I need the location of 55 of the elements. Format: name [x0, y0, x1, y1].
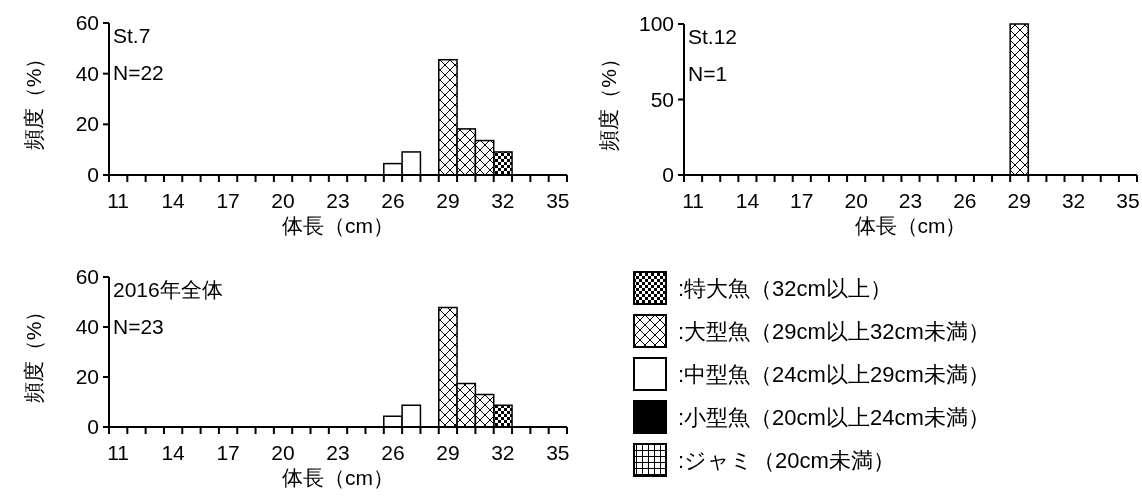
x-tick-label: 26 — [953, 189, 977, 212]
x-tick-label: 26 — [381, 441, 405, 464]
x-tick-label: 11 — [682, 189, 704, 212]
x-tick-label: 29 — [1007, 189, 1031, 212]
x-tick-label: 23 — [898, 189, 923, 212]
y-tick-label: 0 — [87, 415, 99, 438]
y-tick-label: 0 — [662, 163, 674, 186]
x-tick-label: 32 — [491, 189, 515, 212]
y-tick-label: 100 — [638, 12, 674, 35]
y-tick-label: 50 — [650, 87, 674, 111]
y-axis-title: 頻度（%） — [596, 48, 620, 151]
annotation: St.12 — [688, 25, 738, 48]
annotation: N=22 — [113, 61, 164, 84]
legend-label: :中型魚（24cm以上29cm未満） — [678, 362, 990, 387]
legend-label: :小型魚（20cm以上24cm未満） — [678, 405, 990, 430]
x-tick-label: 20 — [844, 189, 868, 212]
legend-label: :ジャミ（20cm未満） — [678, 448, 895, 473]
x-tick-label: 14 — [161, 189, 186, 212]
x-axis-title: 体長（cm） — [854, 214, 967, 237]
y-tick-label: 40 — [75, 315, 99, 338]
y-tick-label: 40 — [75, 61, 99, 85]
x-tick-label: 20 — [271, 441, 295, 464]
x-axis-title: 体長（cm） — [282, 466, 394, 489]
x-tick-label: 11 — [107, 441, 130, 464]
x-tick-label: 35 — [1116, 189, 1140, 212]
legend-label: :大型魚（29cm以上32cm未満） — [678, 319, 990, 344]
x-tick-label: 17 — [790, 189, 814, 212]
x-tick-label: 14 — [161, 441, 186, 464]
x-tick-label: 11 — [107, 189, 130, 212]
y-tick-label: 20 — [75, 112, 99, 136]
x-tick-label: 32 — [491, 441, 515, 464]
legend-label: :特大魚（32cm以上） — [678, 276, 892, 301]
annotation: 2016年全体 — [113, 278, 223, 301]
x-tick-label: 29 — [436, 441, 460, 464]
x-tick-label: 26 — [381, 189, 405, 212]
annotation: St.7 — [113, 24, 151, 47]
x-tick-label: 29 — [436, 189, 460, 212]
x-tick-label: 17 — [216, 441, 240, 464]
x-tick-label: 20 — [271, 189, 295, 212]
y-axis-title: 頻度（%） — [21, 47, 45, 151]
x-tick-label: 23 — [326, 441, 350, 464]
annotation: N=1 — [688, 62, 728, 85]
annotation: N=23 — [113, 315, 164, 338]
y-tick-label: 0 — [87, 163, 99, 186]
x-tick-label: 32 — [1061, 189, 1086, 212]
x-tick-label: 23 — [326, 189, 350, 212]
x-tick-label: 35 — [546, 189, 570, 212]
x-axis-title: 体長（cm） — [282, 214, 394, 237]
y-tick-label: 60 — [75, 11, 99, 34]
y-tick-label: 20 — [75, 365, 99, 388]
x-tick-label: 35 — [546, 441, 570, 464]
y-tick-label: 60 — [75, 265, 99, 288]
x-tick-label: 14 — [735, 189, 760, 212]
y-axis-title: 頻度（%） — [21, 300, 45, 404]
x-tick-label: 17 — [216, 189, 240, 212]
